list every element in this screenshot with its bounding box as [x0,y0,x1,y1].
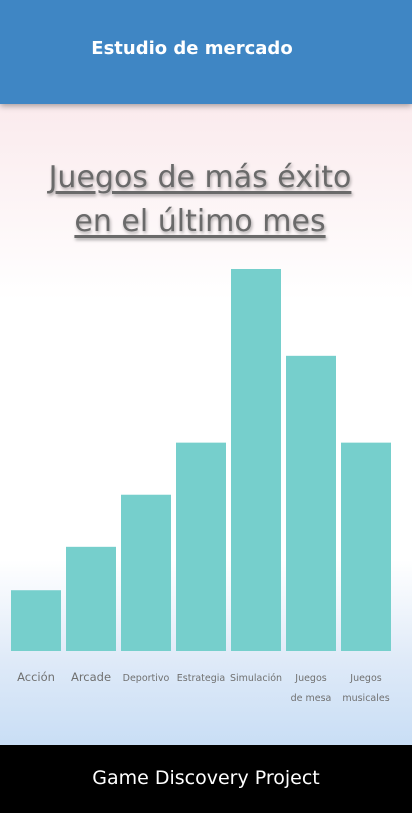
category-label-0: Acción [17,670,55,684]
bar-5 [286,355,336,651]
category-label-1: Arcade [71,670,111,684]
bar-4 [231,269,281,651]
headline-line-2: en el último mes [74,204,326,239]
category-label-3: Estrategia [177,673,225,684]
page-headline: Juegos de más éxito en el último mes [0,156,400,244]
header-title: Estudio de mercado [91,38,293,59]
bar-0 [11,590,61,651]
footer-text: Game Discovery Project [92,767,320,789]
app-header: Estudio de mercado [0,0,412,104]
bar-1 [66,546,116,651]
category-label-2: Deportivo [123,673,170,684]
app-footer: Game Discovery Project [0,745,412,813]
headline-line-1: Juegos de más éxito [48,160,352,195]
category-label-6: Juegos musicales [342,673,389,704]
bar-chart: Acción Arcade Deportivo Estrategia Simulació… [11,269,391,704]
bar-6 [341,442,391,651]
category-label-4: Simulación [230,673,282,684]
bar-2 [121,494,171,651]
bar-3 [176,442,226,651]
category-label-5: Juegos de mesa [291,673,332,704]
